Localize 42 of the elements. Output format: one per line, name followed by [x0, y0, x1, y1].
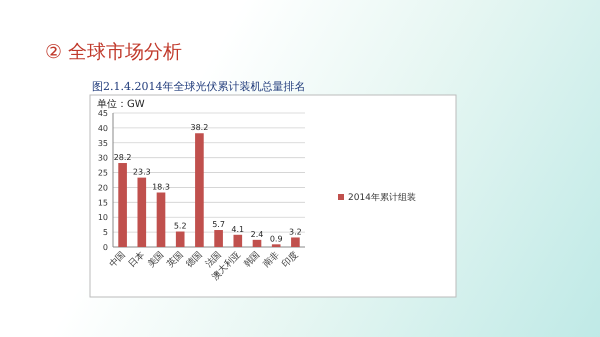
x-tick-label: 美国 [146, 249, 166, 270]
legend-label: 2014年累计组装 [348, 192, 416, 203]
chart-subtitle: 图2.1.4.2014年全球光伏累计装机总量排名 [92, 80, 306, 93]
data-label: 5.2 [174, 222, 187, 231]
bar [195, 133, 204, 247]
y-tick-label: 5 [102, 228, 108, 238]
bar [233, 234, 242, 247]
data-label: 38.2 [190, 123, 208, 132]
bar [118, 163, 127, 247]
data-label: 3.2 [289, 227, 302, 236]
y-tick-label: 30 [98, 154, 108, 163]
y-tick-label: 15 [98, 198, 108, 208]
data-label: 18.3 [152, 182, 170, 192]
y-tick-label: 40 [98, 124, 108, 133]
x-tick-label: 韩国 [242, 249, 262, 270]
data-label: 2.4 [250, 230, 264, 239]
x-tick-label: 日本 [126, 249, 147, 270]
y-tick-label: 20 [98, 183, 108, 192]
y-tick-label: 45 [98, 109, 108, 118]
x-tick-label: 印度 [280, 249, 301, 270]
x-tick-label: 德国 [184, 249, 205, 270]
bar [156, 192, 166, 247]
y-tick-label: 35 [98, 138, 108, 148]
y-tick-label: 25 [98, 168, 108, 178]
x-tick-label: 中国 [107, 249, 128, 270]
bar [137, 178, 146, 247]
bar [214, 230, 223, 247]
bar [291, 237, 300, 247]
y-tick-label: 0 [102, 243, 108, 252]
data-label: 0.9 [270, 234, 283, 244]
data-label: 28.2 [114, 153, 132, 162]
bar [272, 244, 281, 247]
x-tick-label: 南非 [260, 249, 282, 270]
data-label: 5.7 [212, 220, 225, 230]
data-label: 4.1 [231, 224, 244, 234]
x-tick-label: 英国 [164, 249, 186, 270]
chart-title: ② 全球市场分析 [45, 41, 182, 63]
y-tick-label: 10 [98, 213, 108, 222]
bar [252, 240, 262, 247]
y-axis-title: 单位：GW [97, 98, 145, 110]
bar [176, 232, 185, 247]
data-label: 23.3 [132, 168, 151, 177]
